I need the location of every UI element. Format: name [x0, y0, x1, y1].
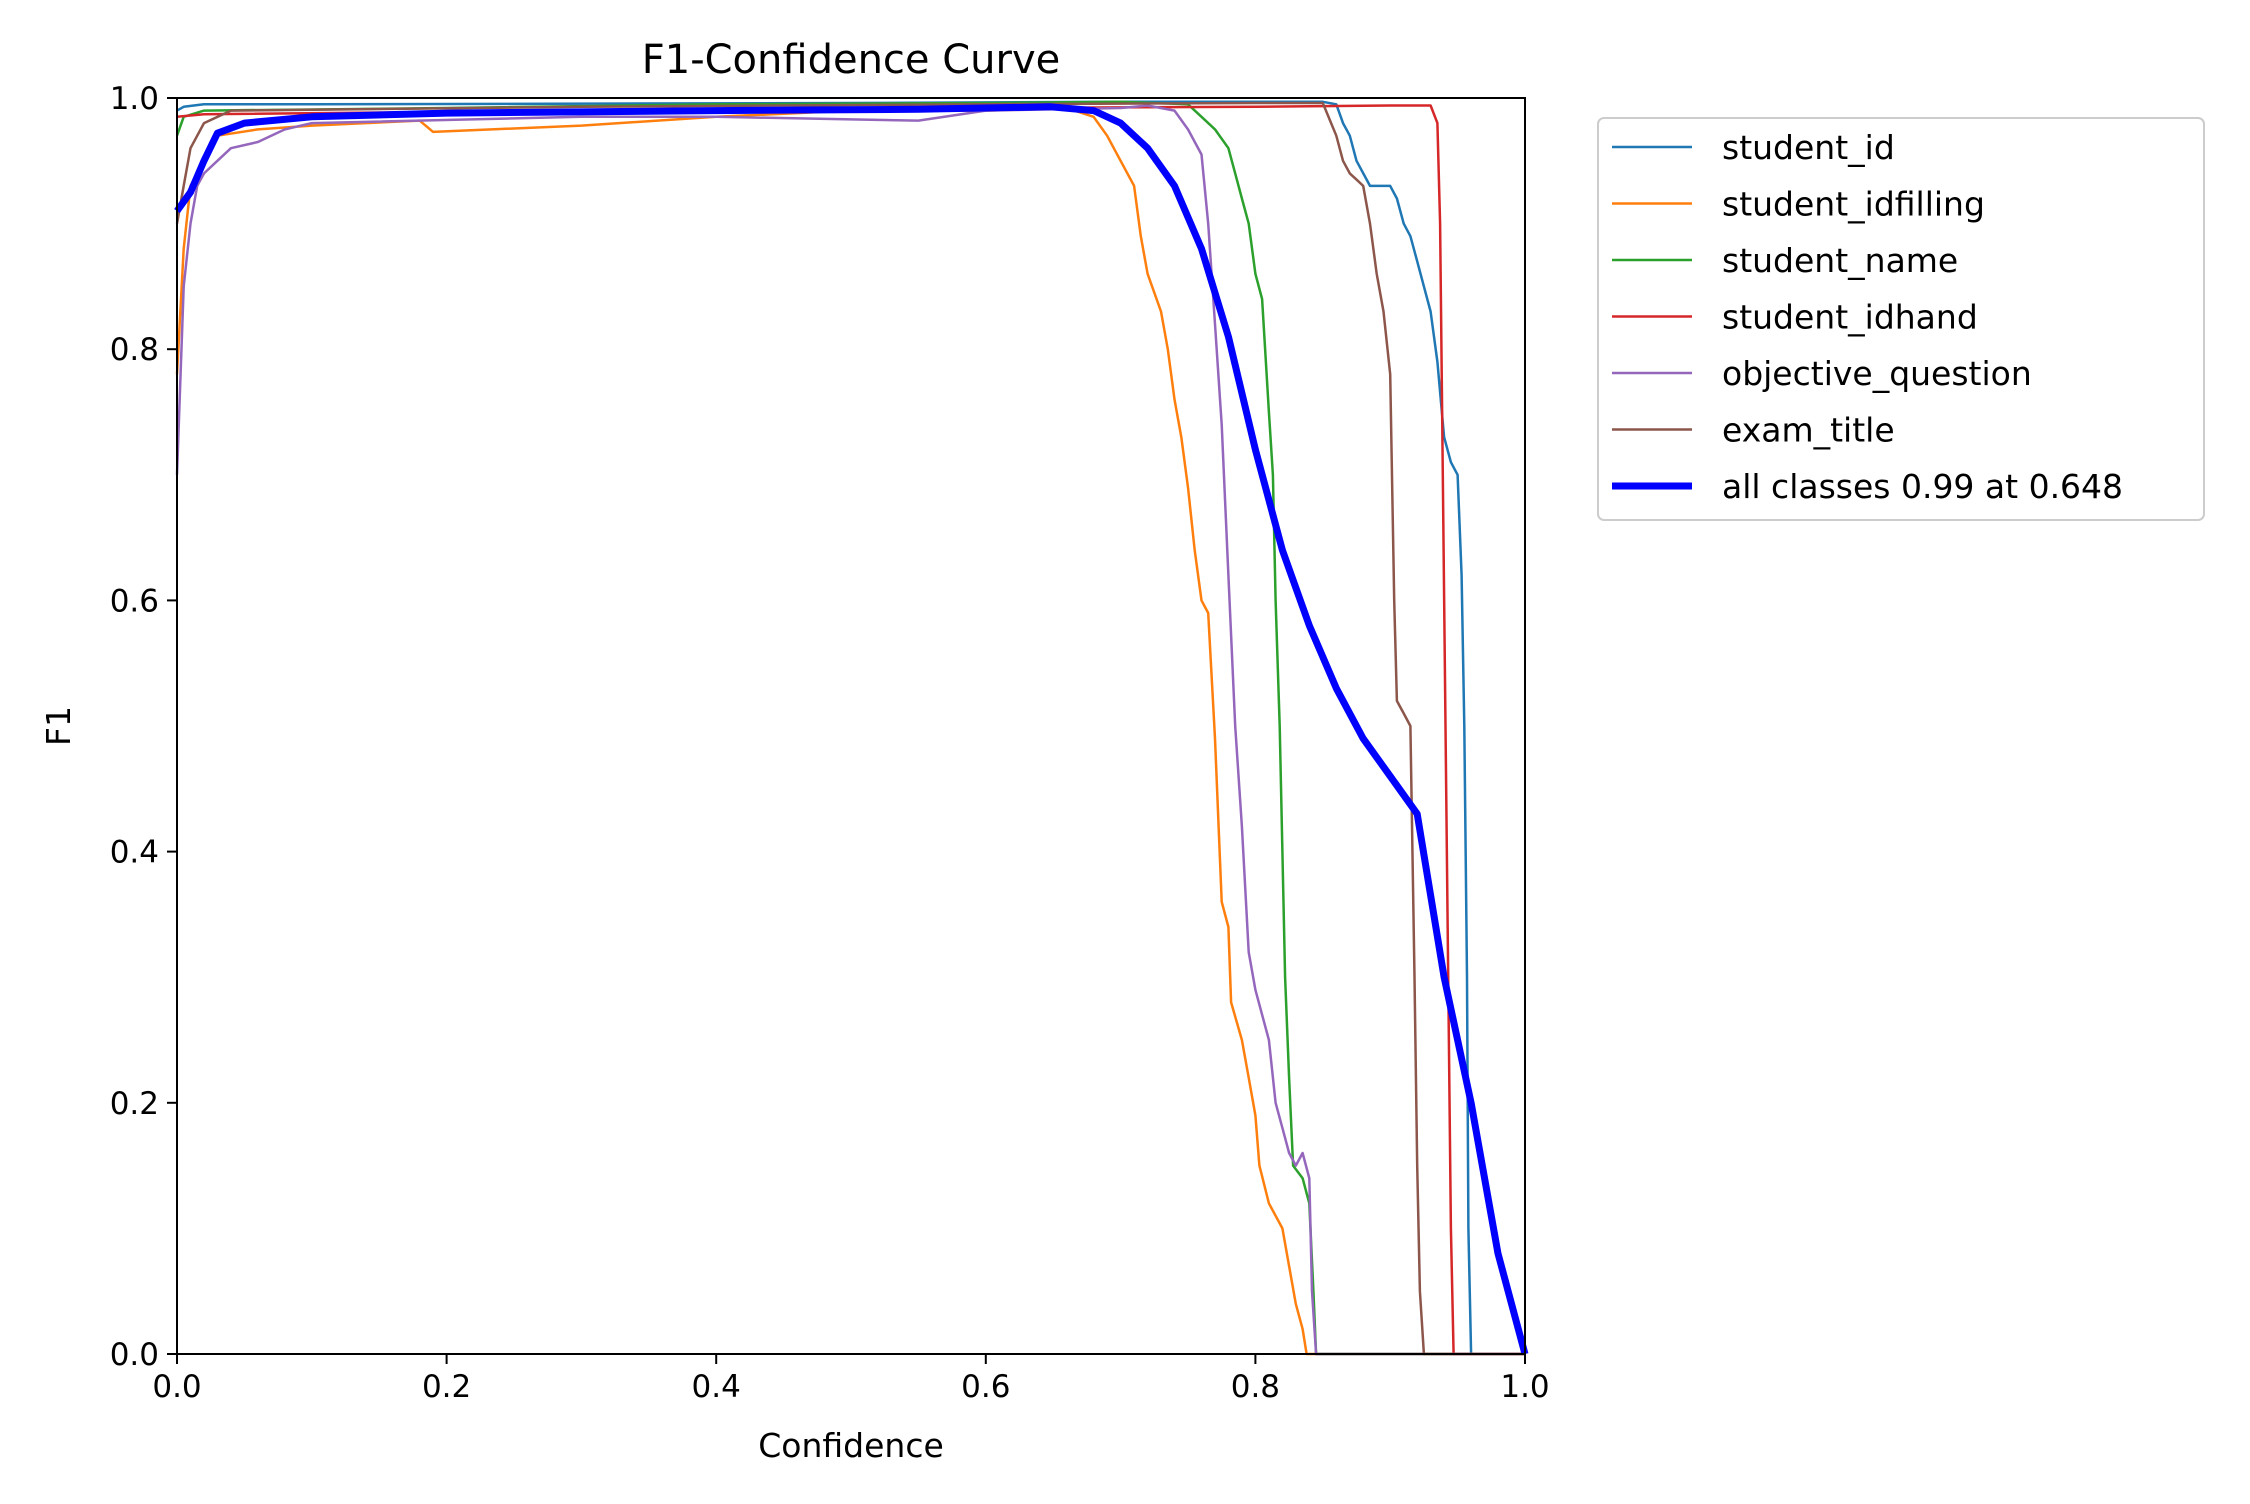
plot-area [174, 100, 1529, 1356]
legend-label: objective_question [1722, 354, 2032, 393]
x-tick-label: 0.8 [1231, 1369, 1280, 1405]
x-tick-label: 0.4 [692, 1369, 741, 1405]
x-tick-label: 0.2 [422, 1369, 471, 1405]
x-axis-label: Confidence [758, 1426, 944, 1465]
legend-box [1597, 117, 2205, 521]
series-line-1 [175, 106, 1525, 1356]
x-axis-ticks: 0.0 0.2 0.4 0.6 0.8 1.0 [152, 1354, 1550, 1405]
plot-frame [176, 97, 1526, 1355]
x-tick-label: 1.0 [1500, 1369, 1549, 1405]
y-tick-label: 0.6 [110, 583, 159, 619]
y-tick-label: 0.2 [110, 1086, 159, 1122]
series-line-6 [174, 103, 1529, 1355]
legend: student_id student_idfilling student_names… [1597, 117, 2205, 521]
chart-title: F1-Confidence Curve [642, 37, 1061, 83]
y-tick-label: 1.0 [110, 81, 159, 117]
series-line-4 [175, 104, 1525, 1356]
y-tick-label: 0.0 [110, 1337, 159, 1373]
legend-label: student_idhand [1722, 298, 1978, 337]
legend-label: student_id [1722, 128, 1895, 167]
legend-label: all classes 0.99 at 0.648 [1722, 467, 2123, 506]
series-line-2 [175, 100, 1525, 1356]
legend-label: student_name [1722, 241, 1958, 280]
x-tick-label: 0.0 [152, 1369, 201, 1405]
y-axis-label: F1 [39, 706, 78, 746]
legend-label: student_idfilling [1722, 185, 1985, 224]
y-axis-ticks: 0.0 0.2 0.4 0.6 0.8 1.0 [110, 81, 177, 1373]
legend-label: exam_title [1722, 411, 1895, 450]
y-tick-label: 0.8 [110, 332, 159, 368]
series-line-5 [175, 101, 1525, 1356]
y-tick-label: 0.4 [110, 835, 159, 871]
legend-items: student_id student_idfilling student_names… [1612, 128, 2123, 506]
x-tick-label: 0.6 [961, 1369, 1010, 1405]
